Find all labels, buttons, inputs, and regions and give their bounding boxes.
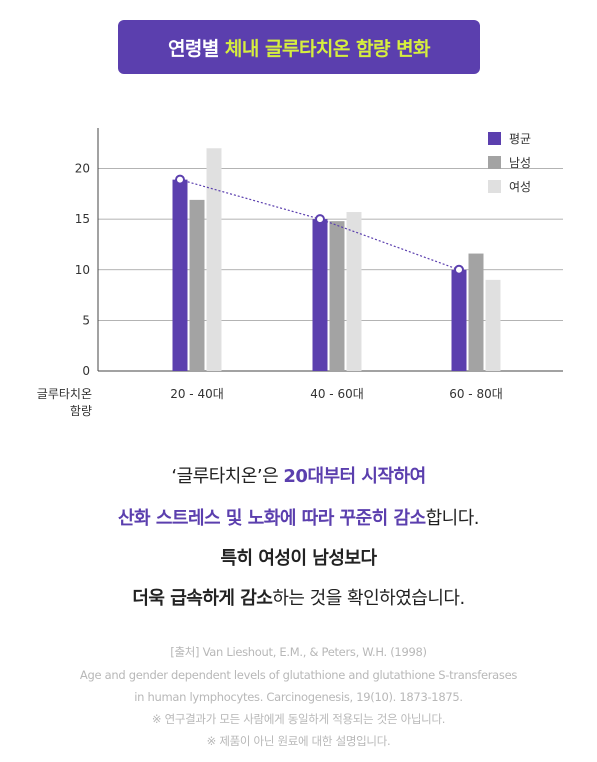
y-tick-label: 20 xyxy=(75,162,90,176)
trend-line xyxy=(175,174,464,275)
caption-line2-b: 합니다. xyxy=(425,508,480,529)
caption-line4-b: 하는 것을 확인하였습니다. xyxy=(272,588,465,609)
x-tick-label: 60 - 80대 xyxy=(449,387,503,401)
caption-line3: 특히 여성이 남성보다 xyxy=(220,548,377,569)
caption-line1-b: 20대부터 시작하여 xyxy=(283,466,426,487)
y-axis-label: 함량 xyxy=(70,404,92,418)
title-banner: 연령별 체내 글루타치온 함량 변화 xyxy=(118,20,480,74)
bar-평균-0 xyxy=(172,179,188,371)
x-tick-label: 40 - 60대 xyxy=(310,387,364,401)
legend-swatch-평균 xyxy=(488,132,501,145)
bar-여성-1 xyxy=(346,212,362,371)
caption-line-4: 더욱 급속하게 감소하는 것을 확인하였습니다. xyxy=(0,587,597,611)
trend-marker xyxy=(315,214,325,225)
y-tick-label: 15 xyxy=(75,212,90,226)
caption-line-1: ‘글루타치온’은 20대부터 시작하여 xyxy=(0,465,597,489)
banner-title-highlight: 체내 글루타치온 함량 변화 xyxy=(224,37,431,60)
legend-swatch-여성 xyxy=(488,180,501,193)
y-tick-label: 5 xyxy=(82,313,90,327)
caption-line-2: 산화 스트레스 및 노화에 따라 꾸준히 감소합니다. xyxy=(0,507,597,531)
trend-marker xyxy=(175,174,185,185)
bar-평균-1 xyxy=(312,219,328,371)
bar-남성-1 xyxy=(329,221,345,371)
y-tick-label: 0 xyxy=(82,364,90,378)
caption-line1-a: ‘글루타치온’은 xyxy=(171,466,284,487)
reference-line-1: [출처] Van Lieshout, E.M., & Peters, W.H. … xyxy=(170,645,427,659)
bar-남성-0 xyxy=(189,199,205,371)
bar-여성-2 xyxy=(485,279,501,371)
bar-남성-2 xyxy=(468,253,484,371)
bar-평균-2 xyxy=(451,269,467,371)
bar-여성-0 xyxy=(206,148,222,371)
legend-swatch-남성 xyxy=(488,156,501,169)
caption-line-3: 특히 여성이 남성보다 xyxy=(0,547,597,571)
banner-title-prefix: 연령별 xyxy=(167,37,219,60)
y-axis-label: 글루타치온 xyxy=(37,387,92,401)
caption-line2-a: 산화 스트레스 및 노화에 따라 꾸준히 감소 xyxy=(117,508,426,529)
legend-label-남성: 남성 xyxy=(509,156,531,170)
legend-label-여성: 여성 xyxy=(509,180,531,194)
reference-line-3: in human lymphocytes. Carcinogenesis, 19… xyxy=(134,690,463,704)
reference-line-2: Age and gender dependent levels of gluta… xyxy=(79,668,518,682)
disclaimer-note-1: ※ 연구결과가 모든 사람에게 동일하게 적용되는 것은 아닙니다. xyxy=(151,712,446,726)
bars xyxy=(172,148,501,371)
disclaimer-note-2: ※ 제품이 아닌 원료에 대한 설명입니다. xyxy=(206,734,391,748)
legend-label-평균: 평균 xyxy=(509,132,531,146)
trend-marker xyxy=(454,264,464,275)
caption-line4-a: 더욱 급속하게 감소 xyxy=(132,588,273,609)
y-tick-label: 10 xyxy=(75,263,90,277)
x-tick-label: 20 - 40대 xyxy=(170,387,224,401)
